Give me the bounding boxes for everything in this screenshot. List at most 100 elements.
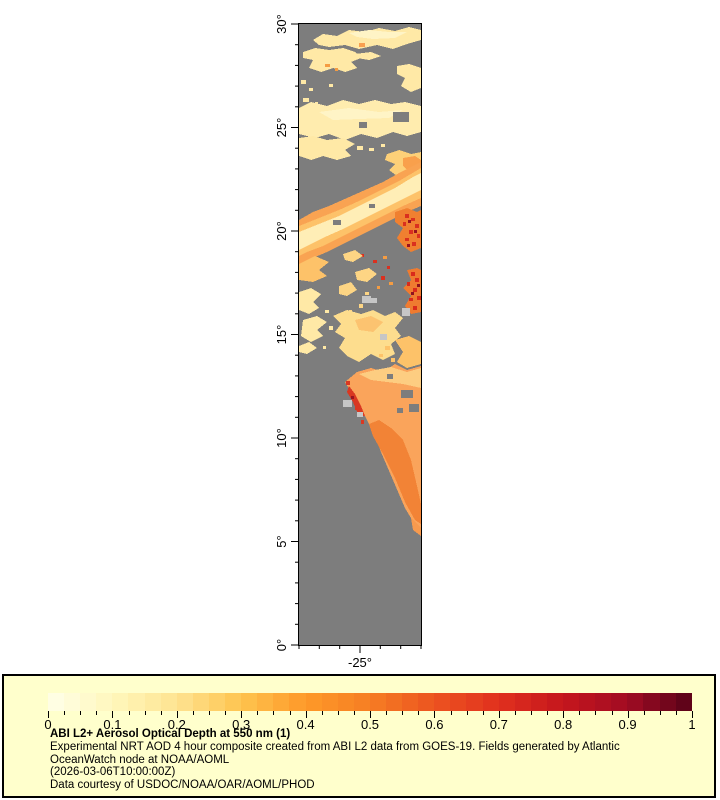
aod-blob-upper-left-cluster	[303, 48, 381, 72]
colorbar-block	[208, 693, 226, 711]
colorbar-minor-tick	[257, 711, 259, 715]
aod-blob-right-arm	[379, 336, 421, 368]
aod-blob-wide-mass-holes	[359, 112, 409, 128]
colorbar-block	[192, 693, 209, 711]
colorbar-minor-tick	[321, 711, 323, 715]
aod-blob-wide-mass	[299, 100, 421, 140]
colorbar-block	[466, 693, 483, 711]
colorbar-block	[305, 693, 322, 711]
aod-blob-wide-mass-core	[319, 108, 403, 120]
colorbar-block	[402, 693, 419, 711]
legend-timestamp: (2026-03-06T10:00:00Z)	[50, 766, 176, 779]
colorbar-block	[241, 693, 258, 711]
lat-tick-label: 25°	[274, 118, 289, 138]
aod-blob-dust-band-core	[299, 173, 421, 250]
colorbar-tick-label: 0.7	[489, 717, 508, 732]
colorbar-tick-label: 0	[44, 717, 52, 732]
colorbar	[48, 693, 692, 711]
legend-description-line2: OceanWatch node at NOAA/AOML	[50, 753, 230, 766]
colorbar-minor-tick	[402, 711, 404, 715]
colorbar-minor-tick	[144, 711, 146, 715]
colorbar-block	[48, 693, 65, 711]
colorbar-block	[273, 693, 290, 711]
colorbar-minor-tick	[96, 711, 98, 715]
colorbar-minor-tick	[450, 711, 452, 715]
colorbar-minor-tick	[128, 711, 130, 715]
colorbar-major-tick	[305, 711, 307, 718]
colorbar-ticks	[48, 711, 693, 718]
colorbar-minor-tick	[514, 711, 516, 715]
colorbar-block	[321, 693, 338, 711]
colorbar-block	[96, 693, 113, 711]
colorbar-block	[579, 693, 596, 711]
colorbar-minor-tick	[353, 711, 355, 715]
aod-blob-darkred-cluster-b	[411, 284, 420, 295]
colorbar-major-tick	[498, 711, 500, 718]
aod-map-svg: 0° 5° 10° 15° 20° 25° 30° -25°	[274, 14, 422, 670]
colorbar-block	[369, 693, 386, 711]
aod-blob-top-band-core	[349, 30, 407, 39]
colorbar-block	[643, 693, 660, 711]
legend-panel: 0 0.1 0.2 0.3 0.4 0.5 0.6 0.7 0.8 0.9 1 ABI L2+ Ae…	[2, 674, 716, 798]
aod-blob-upper-right-blob	[397, 64, 421, 92]
colorbar-minor-tick	[547, 711, 549, 715]
lat-tick-label: 15°	[274, 325, 289, 345]
aod-blob-red-cluster-b	[407, 272, 421, 310]
colorbar-block	[128, 693, 145, 711]
colorbar-block	[627, 693, 644, 711]
colorbar-tick-label: 0.2	[167, 717, 186, 732]
colorbar-major-tick	[176, 711, 178, 718]
colorbar-block	[257, 693, 274, 711]
aod-blob-cloud-patches	[343, 296, 410, 417]
colorbar-minor-tick	[611, 711, 613, 715]
aod-blob-plume-gray-holes	[387, 374, 419, 413]
colorbar-block	[353, 693, 370, 711]
legend-title: ABI L2+ Aerosol Optical Depth at 550 nm …	[50, 728, 291, 740]
colorbar-tick-labels: 0 0.1 0.2 0.3 0.4 0.5 0.6 0.7 0.8 0.9 1	[44, 717, 695, 732]
colorbar-block	[385, 693, 403, 711]
aod-blob-dust-band-lobe	[299, 256, 329, 282]
colorbar-minor-tick	[225, 711, 227, 715]
colorbar-block	[546, 693, 563, 711]
colorbar-block	[176, 693, 193, 711]
colorbar-minor-tick	[482, 711, 484, 715]
colorbar-minor-tick	[160, 711, 162, 715]
colorbar-minor-tick	[466, 711, 468, 715]
colorbar-block	[64, 693, 81, 711]
colorbar-block	[418, 693, 435, 711]
colorbar-minor-tick	[675, 711, 677, 715]
aod-blob-darkred-cluster-a	[407, 220, 417, 247]
colorbar-minor-tick	[209, 711, 210, 715]
aod-blob-plume-deep-orange	[369, 420, 421, 524]
colorbar-minor-tick	[80, 711, 82, 715]
colorbar-block	[112, 693, 129, 711]
colorbar-minor-tick	[579, 711, 581, 715]
aod-blob-top-orange-speck	[359, 43, 365, 47]
lat-tick-label: 30°	[274, 14, 289, 34]
colorbar-minor-tick	[595, 711, 597, 715]
colorbar-minor-tick	[64, 711, 66, 715]
colorbar-minor-tick	[643, 711, 645, 715]
aod-blob-plume-darkred-dot	[351, 396, 354, 399]
colorbar-tick-label: 0.6	[425, 717, 444, 732]
colorbar-minor-tick	[418, 711, 420, 715]
colorbar-tick-label: 0.1	[103, 717, 122, 732]
colorbar-minor-tick	[659, 711, 661, 715]
colorbar-tick-label: 0.5	[360, 717, 380, 732]
lon-axis-ticks	[298, 645, 422, 653]
aod-blob-central-mass-inner	[355, 316, 383, 332]
colorbar-block	[434, 693, 451, 711]
aod-blob-left-specks	[301, 80, 333, 105]
colorbar-block	[144, 693, 161, 711]
map-plot-area	[299, 24, 421, 645]
colorbar-minor-tick	[337, 711, 339, 715]
colorbar-major-tick	[692, 711, 693, 718]
map-figure: 0° 5° 10° 15° 20° 25° 30° -25°	[274, 14, 422, 670]
colorbar-block	[530, 693, 547, 711]
aod-blob-red-cluster-a	[403, 214, 420, 246]
colorbar-tick-label: 0.3	[232, 717, 251, 732]
colorbar-block	[450, 693, 467, 711]
colorbar-block	[675, 693, 692, 711]
colorbar-major-tick	[627, 711, 629, 718]
colorbar-major-tick	[563, 711, 565, 718]
